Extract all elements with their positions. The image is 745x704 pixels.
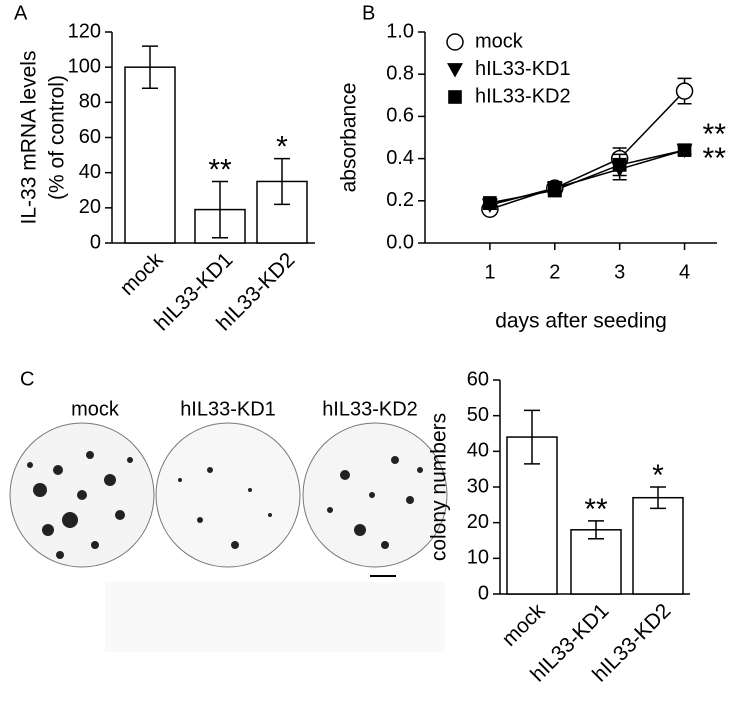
- bar: [124, 66, 176, 244]
- y-tick-label: 1.0: [386, 20, 414, 42]
- y-axis-label: absorbance: [338, 83, 361, 193]
- y-tick-label: 50: [467, 404, 489, 426]
- y-tick-label: 0.2: [386, 189, 414, 211]
- y-tick-label: 0: [90, 231, 101, 253]
- y-tick-label: 0.4: [386, 147, 414, 169]
- marker: [547, 183, 562, 198]
- y-axis-label: IL-33 mRNA levels: [18, 51, 41, 225]
- y-tick-label: 10: [467, 547, 489, 569]
- y-tick-label: 0.6: [386, 105, 414, 127]
- series-line: [489, 149, 685, 204]
- x-tick-label: mock: [116, 248, 168, 300]
- y-tick-label: 0.8: [386, 62, 414, 84]
- error-bar: [650, 486, 666, 510]
- y-tick-label: 120: [68, 20, 101, 42]
- panel-label: A: [14, 2, 28, 24]
- legend-marker: [448, 90, 462, 104]
- bar: [632, 496, 684, 595]
- y-tick-label: 60: [467, 368, 489, 390]
- y-axis-label: colony numbers: [428, 413, 451, 561]
- error-bar: [274, 157, 290, 206]
- significance: **: [208, 153, 232, 186]
- legend-label: mock: [475, 30, 524, 52]
- y-tick-label: 40: [79, 161, 101, 183]
- y-axis-label: (% of control): [46, 75, 69, 200]
- y-tick-label: 30: [467, 475, 489, 497]
- error-bar: [524, 409, 540, 465]
- legend-marker: [446, 33, 464, 51]
- x-tick-label: mock: [498, 599, 550, 651]
- image-label: hIL33-KD1: [180, 398, 276, 420]
- x-tick-label: 1: [484, 261, 495, 283]
- y-tick-label: 0.0: [386, 231, 414, 253]
- colony-dish: [9, 422, 155, 568]
- image-background: [105, 582, 445, 652]
- x-axis-label: days after seeding: [495, 310, 667, 333]
- marker: [612, 158, 627, 172]
- significance: **: [584, 493, 608, 526]
- y-tick-label: 20: [467, 511, 489, 533]
- colony-dish: [155, 422, 301, 568]
- legend-marker: [447, 63, 463, 78]
- significance: **: [703, 118, 727, 151]
- significance: *: [276, 131, 288, 164]
- x-tick-label: 4: [679, 261, 690, 283]
- colony-dish: [302, 422, 448, 568]
- x-tick-label: 2: [549, 261, 560, 283]
- series-line: [489, 90, 686, 210]
- y-tick-label: 40: [467, 440, 489, 462]
- x-tick-label: 3: [614, 261, 625, 283]
- y-tick-label: 100: [68, 55, 101, 77]
- legend-label: hIL33-KD1: [475, 58, 571, 80]
- panel-label: C: [20, 368, 34, 390]
- significance: *: [652, 459, 664, 492]
- y-tick-label: 80: [79, 91, 101, 113]
- y-tick-label: 0: [478, 582, 489, 604]
- y-tick-label: 60: [79, 126, 101, 148]
- y-tick-label: 20: [79, 196, 101, 218]
- error-bar: [142, 45, 158, 90]
- bar: [570, 529, 622, 595]
- error-bar: [588, 520, 604, 540]
- marker: [675, 82, 694, 100]
- legend-label: hIL33-KD2: [475, 85, 571, 107]
- error-bar: [212, 180, 228, 239]
- marker: [483, 196, 497, 210]
- panel-label: B: [362, 2, 375, 24]
- marker: [677, 143, 692, 157]
- image-label: hIL33-KD2: [322, 398, 418, 420]
- significance: **: [703, 142, 727, 175]
- image-label: mock: [71, 398, 120, 420]
